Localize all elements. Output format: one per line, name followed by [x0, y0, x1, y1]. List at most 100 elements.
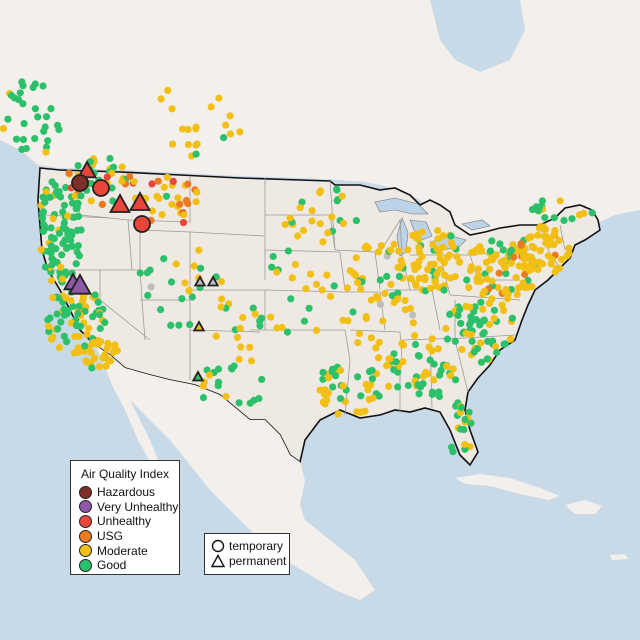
permanent-monitor-marker: [68, 273, 92, 295]
monitor-dot: [42, 188, 50, 196]
monitor-dot: [157, 95, 165, 103]
monitor-dot: [148, 207, 156, 215]
permanent-monitor-marker: [206, 275, 220, 287]
monitor-dot: [185, 287, 193, 295]
monitor-dot: [383, 272, 391, 280]
monitor-dot: [454, 311, 462, 319]
monitor-dot: [422, 368, 430, 376]
monitor-dot: [404, 381, 412, 390]
monitor-dot: [45, 327, 53, 336]
monitor-dot: [407, 275, 415, 283]
monitor-dot: [214, 365, 223, 373]
monitor-dot: [456, 258, 464, 266]
monitor-dot: [329, 365, 337, 373]
monitor-dot: [288, 274, 296, 282]
legend-label: Moderate: [97, 543, 148, 558]
monitor-dot: [485, 320, 494, 328]
monitor-dot: [336, 395, 345, 403]
monitor-dot: [87, 197, 95, 205]
monitor-dot: [239, 313, 247, 322]
temporary-monitor-marker: [92, 179, 110, 197]
monitor-dot: [81, 342, 89, 350]
monitor-dot: [59, 239, 67, 248]
monitor-dot: [73, 204, 81, 212]
monitor-dot: [538, 197, 547, 205]
monitor-dot: [281, 220, 289, 229]
monitor-dot: [184, 141, 192, 149]
monitor-dot: [333, 185, 341, 193]
monitor-dot: [428, 390, 436, 398]
monitor-dot: [480, 316, 488, 324]
monitor-dot: [247, 357, 256, 365]
monitor-dot: [64, 306, 72, 315]
monitor-dot: [357, 392, 365, 400]
monitor-dot: [427, 284, 435, 292]
monitor-dot: [466, 321, 474, 329]
monitor-dot: [530, 244, 538, 252]
legend-label: Hazardous: [97, 485, 156, 500]
unhealthy-swatch-icon: [79, 514, 92, 528]
monitor-dot: [73, 248, 81, 256]
legend-label: Very Unhealthy: [97, 499, 179, 514]
monitor-dot: [48, 276, 56, 285]
monitor-dot: [479, 305, 487, 313]
monitor-dot: [372, 292, 381, 301]
monitor-dot: [510, 253, 518, 261]
monitor-dot: [411, 340, 420, 349]
monitor-dot: [101, 318, 109, 327]
monitor-dot: [385, 382, 393, 390]
monitor-dot: [89, 339, 97, 347]
monitor-dot: [299, 226, 308, 234]
monitor-dot: [343, 284, 351, 292]
monitor-dot: [406, 304, 414, 313]
monitor-dot: [565, 244, 573, 252]
monitor-dot: [57, 263, 65, 271]
monitor-dot: [418, 228, 426, 236]
monitor-dot: [513, 290, 521, 298]
monitor-dot: [415, 390, 423, 398]
monitor-dot: [344, 317, 352, 325]
monitor-dot: [387, 280, 395, 288]
monitor-dot: [74, 242, 82, 250]
monitor-dot: [179, 125, 187, 133]
monitor-dot: [467, 313, 475, 321]
monitor-dot: [19, 82, 27, 90]
monitor-dot: [162, 192, 171, 200]
monitor-dot: [547, 260, 555, 268]
monitor-dot: [157, 306, 165, 314]
monitor-dot: [494, 284, 502, 292]
monitor-dot: [462, 329, 470, 337]
monitor-dot: [67, 236, 75, 244]
monitor-dot: [87, 348, 95, 356]
monitor-dot: [34, 113, 42, 121]
monitor-dot: [287, 295, 295, 303]
monitor-dot: [45, 247, 53, 255]
monitor-dot: [167, 278, 176, 286]
monitor-dot: [333, 197, 341, 205]
permanent-monitor-marker: [108, 193, 132, 213]
monitor-dot: [394, 289, 402, 297]
monitor-dot: [415, 258, 423, 266]
monitor-dot: [374, 248, 383, 256]
monitor-dot: [42, 143, 51, 151]
monitor-dot: [541, 214, 549, 222]
monitor-dot: [192, 125, 200, 133]
monitor-dot: [521, 283, 529, 292]
monitor-dot: [492, 343, 500, 351]
monitor-dot: [461, 440, 469, 449]
monitor-dot: [506, 335, 515, 343]
aqi-legend-title: Air Quality Index: [80, 467, 170, 481]
monitor-dot: [368, 375, 376, 383]
monitor-dot: [386, 355, 394, 363]
monitor-dot: [449, 365, 457, 373]
monitor-dot: [339, 219, 348, 227]
monitor-dot: [71, 332, 79, 341]
monitor-dot: [267, 313, 275, 321]
monitor-dot: [312, 280, 321, 288]
monitor-dot: [490, 306, 498, 314]
monitor-dot: [443, 362, 451, 370]
temporary-monitor-marker: [133, 215, 151, 233]
monitor-dot: [375, 338, 383, 346]
monitor-dot: [457, 425, 465, 433]
monitor-dot: [130, 178, 138, 186]
